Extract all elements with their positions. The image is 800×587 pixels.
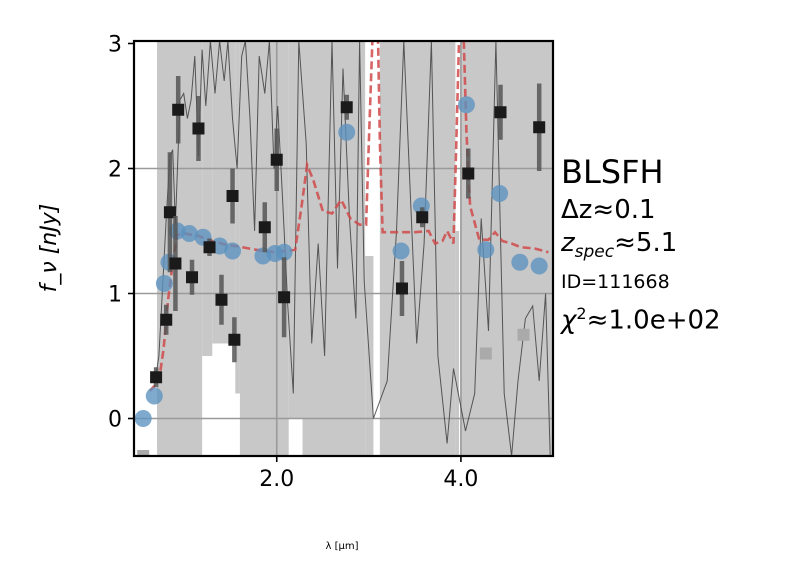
chi-squared-superscript: 2 [576, 304, 587, 323]
observed-photometry-point [228, 333, 241, 346]
observed-photometry-point [270, 153, 283, 166]
y-tick-label: 2 [108, 158, 122, 183]
z-spec-subscript: spec [574, 242, 615, 263]
chi-squared-label: χ2≈1.0e+02 [561, 306, 721, 334]
observed-photometry-point [215, 293, 228, 306]
observed-photometry-point [340, 101, 353, 114]
delta-z-value: 0.1 [614, 195, 656, 225]
model-photometry-point [392, 242, 410, 260]
y-tick-label: 1 [108, 283, 122, 308]
observed-photometry-point [494, 106, 507, 119]
observed-photometry-point [462, 167, 475, 180]
z-spec-value: ≈5.1 [614, 228, 678, 258]
model-photometry-point [275, 243, 293, 261]
model-photometry-point [477, 241, 495, 259]
observed-photometry-point [416, 211, 429, 224]
excluded-photometry [137, 328, 530, 456]
observed-photometry-point [160, 313, 173, 326]
uncertainty-band-segment [212, 41, 236, 344]
plot-frame [132, 39, 555, 458]
delta-z-prefix: Δz≈ [561, 195, 615, 225]
model-photometry-point [180, 225, 198, 242]
observed-photometry-point [533, 121, 546, 134]
observed-photometry-point [169, 257, 182, 270]
uncertainty-band-segment [455, 231, 460, 456]
model-photometry-point [457, 96, 475, 114]
x-tick-label: 4.0 [443, 467, 478, 492]
uncertainty-band-segment [202, 41, 213, 356]
observed-photometry-point [226, 190, 239, 202]
model-spectrum-line [148, 41, 549, 392]
chi-squared-symbol: χ [561, 305, 577, 336]
x-axis-label: λ [μm] [325, 541, 358, 552]
z-spec-label: zspec≈5.1 [561, 230, 677, 261]
chi-squared-value: ≈1.0e+02 [586, 305, 721, 336]
observed-photometry-point [163, 206, 176, 219]
excluded-photometry-point [137, 450, 150, 456]
model-photometry-point [491, 185, 509, 202]
x-tick-label: 2.0 [259, 467, 294, 492]
axis-ticks: 2.0 4.0 0 1 2 3 [108, 33, 478, 493]
observed-photometry-point [150, 371, 163, 384]
excluded-photometry-point [479, 347, 492, 360]
object-id-label: ID=111668 [561, 271, 670, 293]
model-photometry-point [412, 197, 430, 215]
excluded-photometry-point [517, 328, 530, 341]
model-photometry-point [155, 275, 173, 292]
uncertainty-band-segment [379, 41, 456, 456]
y-tick-label: 0 [108, 408, 122, 433]
observed-photometry-point [172, 103, 185, 116]
observed-photometry-point [395, 282, 408, 295]
observed-photometry-point [258, 221, 271, 234]
model-photometry-point [511, 253, 529, 271]
model-photometry-point [145, 387, 163, 405]
observed-photometry [150, 76, 546, 388]
model-photometry-point [224, 242, 242, 260]
observed-photometry-point [203, 241, 216, 254]
y-tick-label: 3 [108, 33, 122, 58]
observed-photometry-point [186, 271, 199, 284]
model-photometry-point [530, 257, 548, 275]
y-axis-label: f_ν [nJy] [37, 204, 62, 293]
delta-z-label: Δz≈0.1 [561, 197, 656, 223]
model-photometry-point [338, 123, 356, 141]
model-spectrum [148, 41, 549, 392]
uncertainty-band-segment [235, 41, 240, 394]
z-spec-symbol: z [561, 228, 575, 258]
observed-photometry-point [278, 291, 291, 304]
model-photometry-point [134, 410, 152, 427]
observed-photometry-point [192, 122, 205, 135]
galaxy-type-label: BLSFH [561, 153, 664, 191]
